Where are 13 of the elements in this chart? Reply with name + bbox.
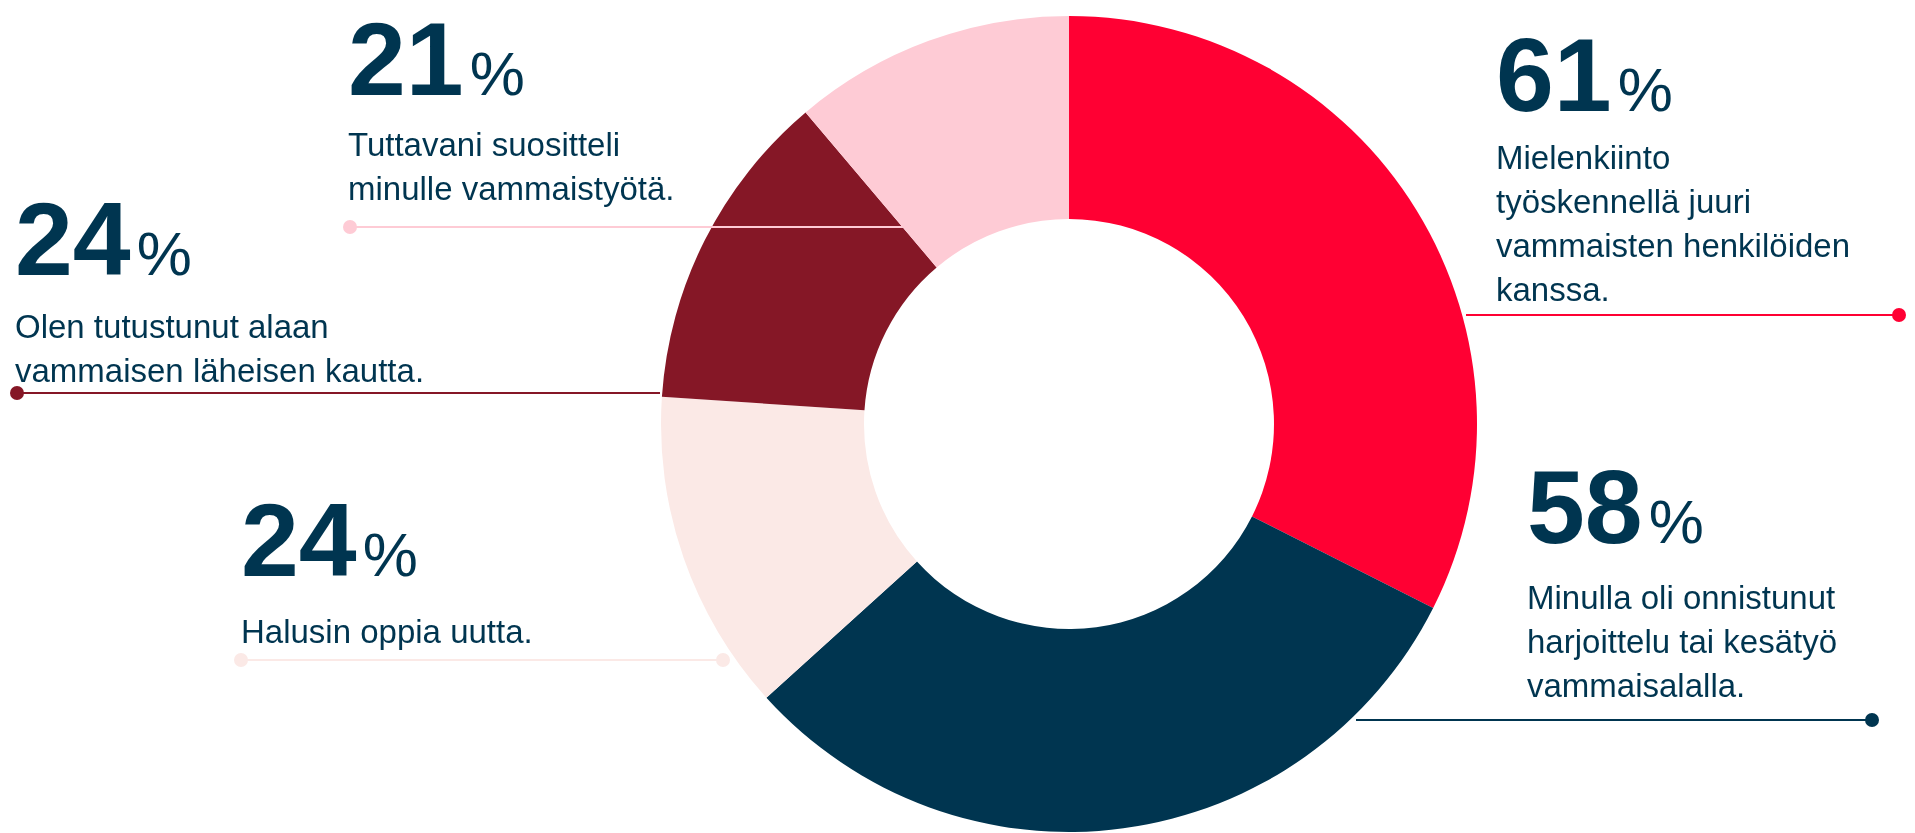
slice-label: Mielenkiinto työskennellä juuri vammaisten henkilöiden kanssa. — [1496, 139, 1851, 308]
donut-slice — [766, 516, 1434, 832]
donut-slice — [661, 396, 917, 698]
data-label: 21% — [348, 1, 525, 117]
slice-label: Olen tutustunut alaan vammaisen läheisen kautta. — [15, 308, 425, 389]
data-label: 58% — [1527, 449, 1704, 565]
donut-slice — [1069, 16, 1477, 609]
data-label: 24% — [15, 181, 192, 297]
slice-label: Tuttavani suositteli minulle vammaistyötä. — [348, 126, 675, 207]
slice-label: Halusin oppia uutta. — [241, 613, 533, 650]
data-label: 61% — [1496, 17, 1673, 133]
data-label: 24% — [241, 482, 418, 598]
slice-label: Minulla oli onnistunut harjoittelu tai kesätyö vammaisalalla. — [1527, 579, 1838, 704]
